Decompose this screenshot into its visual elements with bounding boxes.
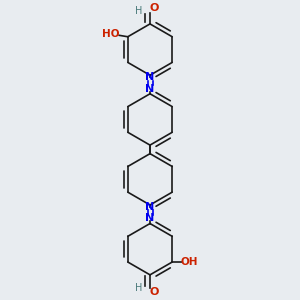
Text: N: N [146, 72, 154, 82]
Text: O: O [150, 287, 159, 297]
Text: H: H [136, 283, 143, 293]
Text: N: N [146, 213, 154, 223]
Text: O: O [150, 3, 159, 13]
Text: N: N [146, 202, 154, 212]
Text: H: H [136, 6, 143, 16]
Text: N: N [146, 83, 154, 94]
Text: OH: OH [181, 257, 198, 267]
Text: HO: HO [102, 29, 119, 39]
